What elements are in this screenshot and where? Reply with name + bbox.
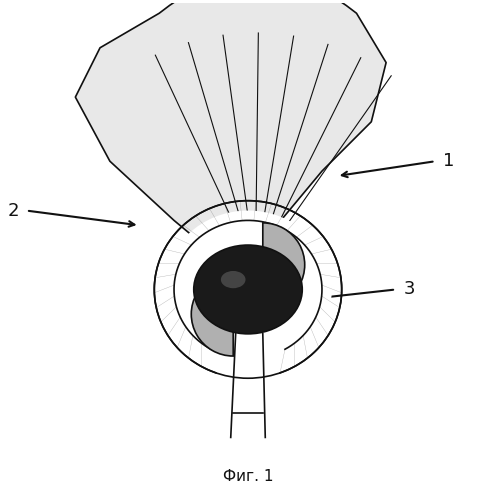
Text: 2: 2: [7, 202, 19, 220]
Text: Фиг. 1: Фиг. 1: [223, 470, 273, 484]
Text: 1: 1: [443, 152, 454, 170]
Polygon shape: [75, 0, 386, 270]
Text: 3: 3: [403, 280, 415, 298]
Ellipse shape: [221, 271, 246, 288]
Wedge shape: [263, 223, 305, 286]
Ellipse shape: [194, 245, 302, 334]
Ellipse shape: [164, 210, 332, 368]
Wedge shape: [191, 293, 233, 356]
